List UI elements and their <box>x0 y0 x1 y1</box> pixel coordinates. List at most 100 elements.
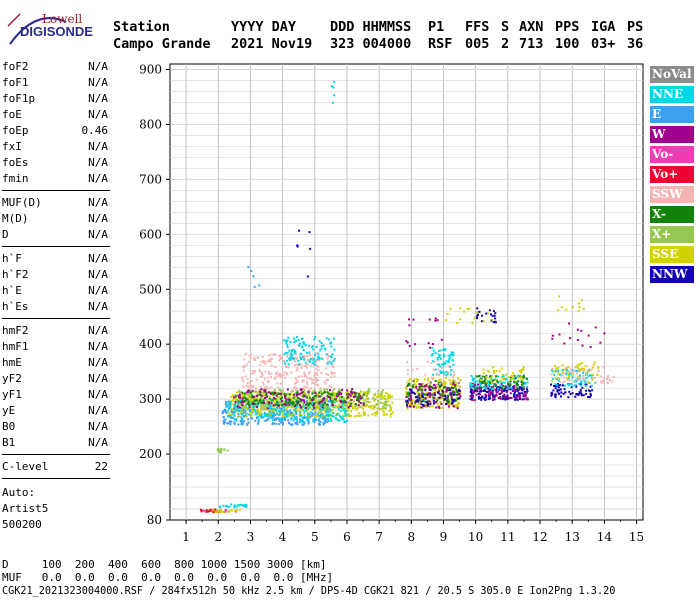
echo-point <box>338 403 341 406</box>
echo-point <box>515 382 518 385</box>
echo-point <box>456 405 459 408</box>
echo-point <box>274 399 277 402</box>
echo-point <box>301 390 304 393</box>
echo-point <box>485 398 488 401</box>
echo-point <box>279 410 282 413</box>
echo-point <box>594 326 597 329</box>
echo-point <box>369 401 372 404</box>
echo-point <box>523 390 526 393</box>
echo-point <box>297 396 300 399</box>
echo-point <box>367 391 370 394</box>
echo-point <box>317 422 320 425</box>
echo-point <box>295 407 298 410</box>
echo-point <box>251 394 254 397</box>
echo-point <box>500 367 503 370</box>
echo-point <box>587 375 590 378</box>
echo-point <box>274 377 277 380</box>
echo-point <box>561 373 564 376</box>
echo-point <box>442 390 445 393</box>
echo-point <box>448 403 451 406</box>
echo-point <box>554 394 557 397</box>
echo-point <box>325 397 328 400</box>
echo-point <box>566 371 569 374</box>
echo-point <box>296 366 299 369</box>
echo-point <box>599 375 602 378</box>
param-value: N/A <box>88 388 108 401</box>
echo-point <box>214 511 217 514</box>
echo-point <box>267 408 270 411</box>
echo-point <box>591 378 594 381</box>
echo-point <box>469 382 472 385</box>
echo-point <box>326 362 329 365</box>
echo-point <box>363 414 366 417</box>
echo-point <box>303 422 306 425</box>
echo-point <box>241 400 244 403</box>
echo-point <box>258 369 261 372</box>
echo-point <box>423 378 426 381</box>
echo-point <box>495 375 498 378</box>
x-tick-label: 8 <box>408 530 416 544</box>
echo-point <box>251 407 254 410</box>
echo-point <box>425 405 428 408</box>
echo-point <box>315 372 318 375</box>
echo-point <box>270 372 273 375</box>
echo-point <box>295 378 298 381</box>
header-pps: PPS 100 <box>555 19 579 53</box>
echo-point <box>256 404 259 407</box>
echo-point <box>577 302 580 305</box>
echo-point <box>330 391 333 394</box>
echo-point <box>526 391 529 394</box>
echo-point <box>552 384 555 387</box>
echo-point <box>333 375 336 378</box>
echo-point <box>281 415 284 418</box>
echo-point <box>265 402 268 405</box>
divider <box>2 478 110 479</box>
echo-point <box>244 413 247 416</box>
echo-point <box>279 392 282 395</box>
echo-point <box>289 396 292 399</box>
echo-point <box>409 392 412 395</box>
echo-point <box>407 391 410 394</box>
echo-point <box>449 400 452 403</box>
echo-point <box>235 509 238 512</box>
echo-point <box>430 385 433 388</box>
echo-point <box>250 414 253 417</box>
echo-point <box>306 406 309 409</box>
echo-point <box>313 406 316 409</box>
echo-point <box>316 401 319 404</box>
echo-point <box>316 403 319 406</box>
echo-point <box>263 401 266 404</box>
echo-point <box>408 388 411 391</box>
header-station-value: Campo Grande <box>113 36 211 52</box>
echo-point <box>495 379 498 382</box>
echo-point <box>435 401 438 404</box>
echo-point <box>244 399 247 402</box>
echo-point <box>286 354 289 357</box>
echo-point <box>305 408 308 411</box>
echo-point <box>294 421 297 424</box>
echo-point <box>606 375 609 378</box>
echo-point <box>459 395 462 398</box>
echo-point <box>454 405 457 408</box>
echo-point <box>441 407 444 410</box>
echo-point <box>331 409 334 412</box>
echo-point <box>241 376 244 379</box>
echo-point <box>300 352 303 355</box>
echo-point <box>438 363 441 366</box>
echo-point <box>357 395 360 398</box>
echo-point <box>267 417 270 420</box>
echo-point <box>317 369 320 372</box>
echo-point <box>589 393 592 396</box>
echo-point <box>228 420 231 423</box>
echo-point <box>308 388 311 391</box>
echo-point <box>454 393 457 396</box>
echo-point <box>454 379 457 382</box>
echo-point <box>427 394 430 397</box>
echo-point <box>301 337 304 340</box>
echo-point <box>324 421 327 424</box>
echo-point <box>293 337 296 340</box>
echo-point <box>522 382 525 385</box>
echo-point <box>421 392 424 395</box>
echo-point <box>509 383 512 386</box>
echo-point <box>428 395 431 398</box>
